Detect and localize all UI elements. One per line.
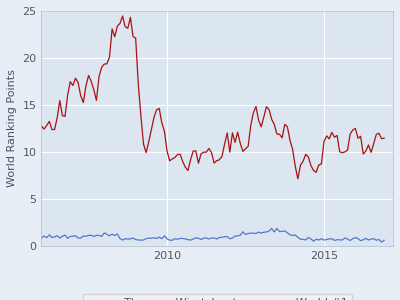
Thaworn Wiratchant — [379, 240, 384, 244]
Thaworn Wiratchant — [81, 234, 86, 238]
World #1 — [39, 124, 44, 128]
Thaworn Wiratchant — [316, 238, 321, 242]
World #1 — [81, 101, 86, 104]
Thaworn Wiratchant — [274, 226, 279, 230]
World #1 — [68, 80, 73, 83]
Thaworn Wiratchant — [319, 237, 324, 241]
World #1 — [322, 140, 326, 143]
World #1 — [319, 162, 324, 166]
Thaworn Wiratchant — [68, 235, 73, 238]
World #1 — [157, 106, 162, 110]
Line: Thaworn Wiratchant: Thaworn Wiratchant — [42, 228, 384, 242]
World #1 — [382, 136, 386, 140]
Thaworn Wiratchant — [39, 236, 44, 240]
World #1 — [146, 140, 151, 144]
Thaworn Wiratchant — [154, 237, 159, 240]
Y-axis label: World Ranking Points: World Ranking Points — [7, 70, 17, 188]
Legend: Thaworn Wiratchant, World #1: Thaworn Wiratchant, World #1 — [83, 294, 352, 300]
World #1 — [296, 177, 300, 181]
Thaworn Wiratchant — [144, 237, 148, 240]
Line: World #1: World #1 — [42, 16, 384, 179]
Thaworn Wiratchant — [382, 238, 386, 242]
World #1 — [120, 14, 125, 18]
